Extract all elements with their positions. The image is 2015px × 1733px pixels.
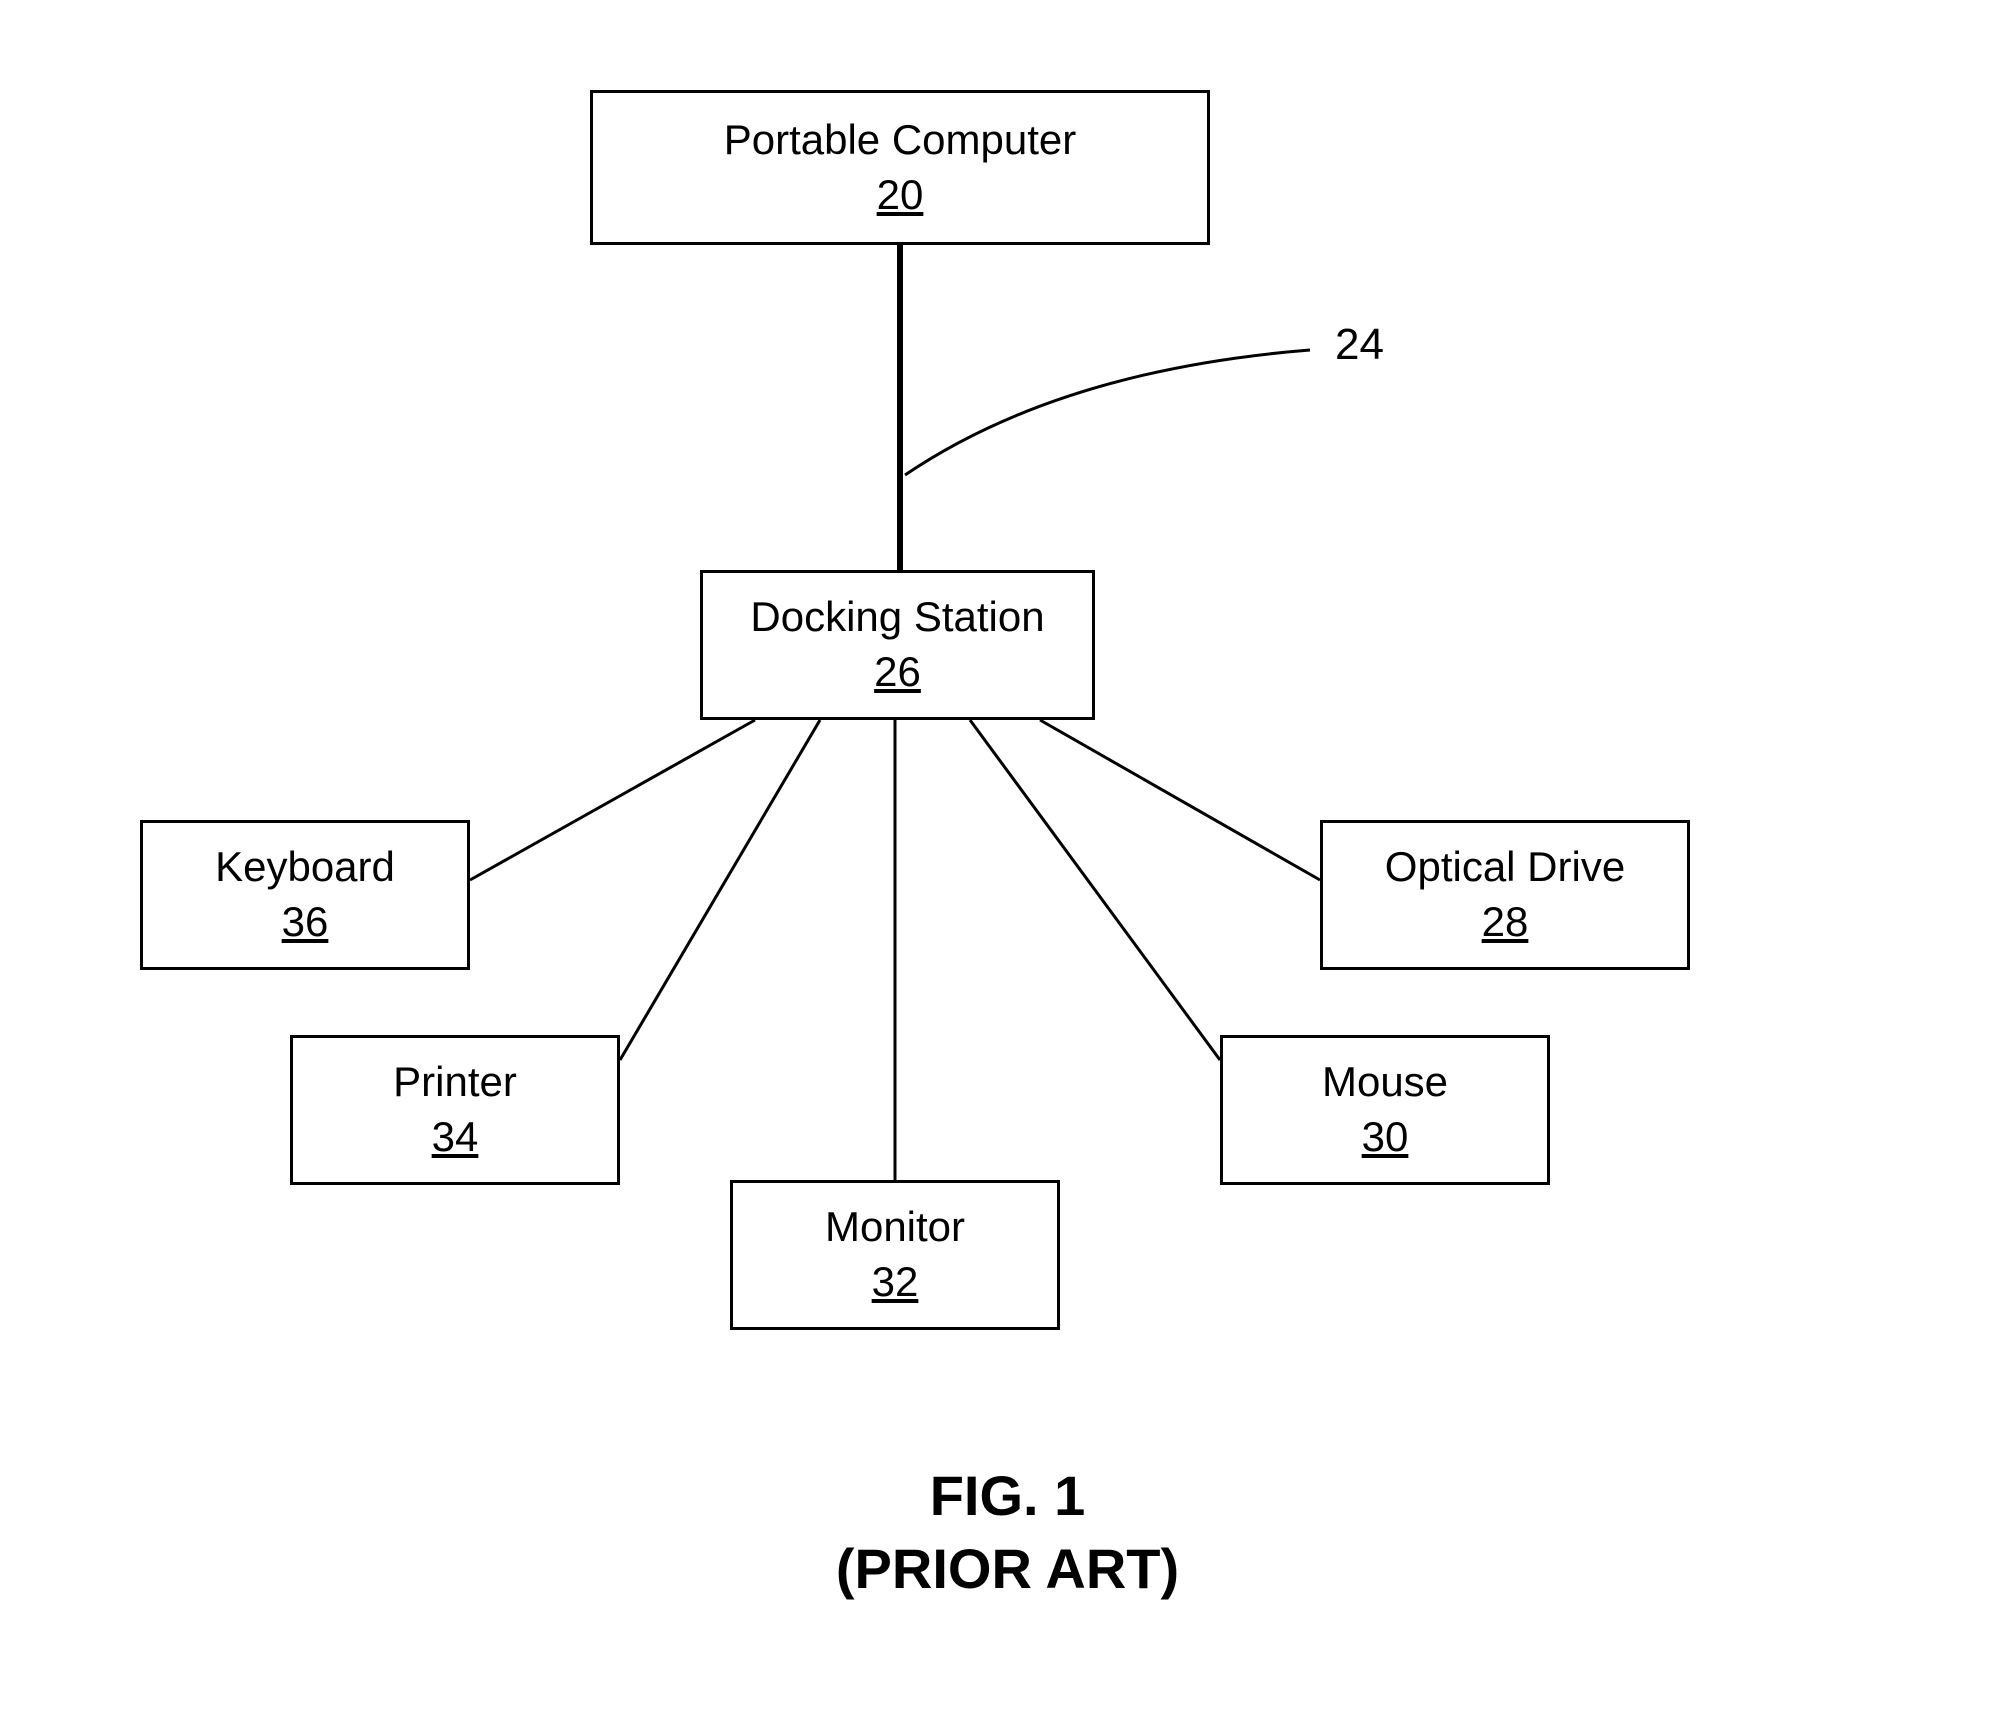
node-label-printer: Printer	[393, 1055, 517, 1110]
node-ref-docking_station: 26	[874, 645, 921, 700]
node-mouse: Mouse30	[1220, 1035, 1550, 1185]
edge-docking_station-optical_drive	[1040, 720, 1320, 880]
node-label-portable_computer: Portable Computer	[724, 113, 1077, 168]
node-printer: Printer34	[290, 1035, 620, 1185]
callout-label-24: 24	[1335, 320, 1384, 370]
node-ref-mouse: 30	[1362, 1110, 1409, 1165]
node-docking_station: Docking Station26	[700, 570, 1095, 720]
node-label-mouse: Mouse	[1322, 1055, 1448, 1110]
node-ref-keyboard: 36	[282, 895, 329, 950]
node-portable_computer: Portable Computer20	[590, 90, 1210, 245]
node-ref-monitor: 32	[872, 1255, 919, 1310]
caption-line-1: FIG. 1	[0, 1460, 2015, 1533]
edge-docking_station-printer	[620, 720, 820, 1060]
figure-caption: FIG. 1 (PRIOR ART)	[0, 1460, 2015, 1606]
caption-line-2: (PRIOR ART)	[0, 1533, 2015, 1606]
node-keyboard: Keyboard36	[140, 820, 470, 970]
node-label-optical_drive: Optical Drive	[1385, 840, 1625, 895]
node-label-docking_station: Docking Station	[750, 590, 1044, 645]
node-ref-optical_drive: 28	[1482, 895, 1529, 950]
node-monitor: Monitor32	[730, 1180, 1060, 1330]
node-ref-printer: 34	[432, 1110, 479, 1165]
diagram-canvas: Portable Computer20 Docking Station26 Keyb…	[0, 0, 2015, 1733]
edge-docking_station-keyboard	[470, 720, 755, 880]
node-label-monitor: Monitor	[825, 1200, 965, 1255]
node-ref-portable_computer: 20	[877, 168, 924, 223]
edge-docking_station-mouse	[970, 720, 1220, 1060]
node-optical_drive: Optical Drive28	[1320, 820, 1690, 970]
node-label-keyboard: Keyboard	[215, 840, 395, 895]
callout-leader	[905, 350, 1310, 475]
